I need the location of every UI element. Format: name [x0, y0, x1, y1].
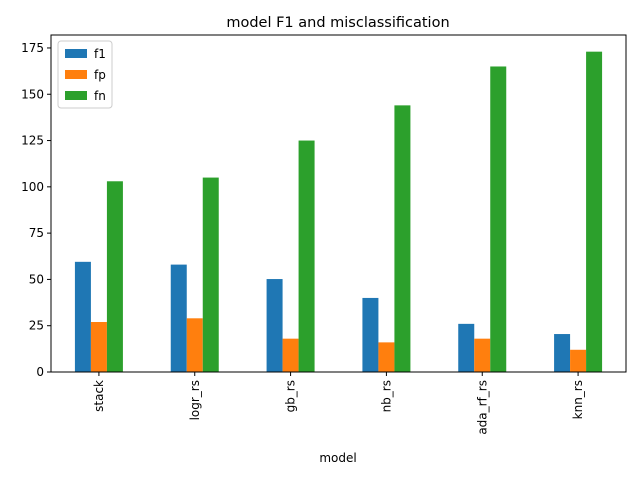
y-tick-label: 150 — [21, 87, 44, 101]
bar-f1 — [266, 279, 283, 372]
x-tick-label: nb_rs — [379, 380, 393, 412]
x-axis-label: model — [319, 451, 356, 465]
y-tick-label: 0 — [36, 365, 44, 379]
bar-fp — [378, 342, 395, 372]
legend: f1 fp fn — [57, 40, 113, 109]
bar-f1 — [458, 323, 475, 372]
axes-frame — [50, 34, 627, 373]
bar-fn — [490, 66, 507, 372]
bar-fn — [106, 181, 123, 372]
bar-fn — [298, 140, 315, 372]
x-tick-label: ada_rf_rs — [475, 380, 489, 435]
y-tick-label: 125 — [21, 134, 44, 148]
bar-f1 — [554, 334, 571, 372]
y-tick-label: 100 — [21, 180, 44, 194]
legend-swatch-fn — [65, 91, 87, 100]
y-tick-label: 75 — [29, 226, 44, 240]
bar-f1 — [170, 264, 187, 372]
x-axis: stack logr_rs gb_rs nb_rs ada_rf_rs knn_rs — [92, 372, 585, 435]
bar-f1 — [362, 297, 379, 372]
bar-fp — [90, 322, 107, 372]
bar-f1 — [74, 261, 91, 372]
plot-area — [74, 51, 603, 373]
y-tick-label: 50 — [29, 272, 44, 286]
legend-label-fn: fn — [94, 89, 106, 103]
bar-fn — [394, 105, 411, 372]
chart-title: model F1 and misclassification — [226, 15, 449, 31]
legend-swatch-f1 — [65, 49, 87, 58]
x-tick-label: stack — [92, 380, 106, 412]
bar-fn — [202, 177, 219, 372]
bar-fp — [282, 338, 299, 372]
bar-fp — [570, 349, 587, 372]
x-tick-label: gb_rs — [284, 380, 298, 412]
legend-label-fp: fp — [94, 68, 106, 82]
bar-fp — [186, 318, 203, 372]
bar-fp — [474, 338, 491, 372]
y-axis: 0 25 50 75 100 125 150 175 — [21, 41, 51, 379]
bar-fn — [586, 51, 603, 373]
y-tick-label: 25 — [29, 319, 44, 333]
x-tick-label: logr_rs — [188, 380, 202, 420]
legend-swatch-fp — [65, 70, 87, 79]
x-tick-label: knn_rs — [571, 380, 585, 419]
y-tick-label: 175 — [21, 41, 44, 55]
legend-label-f1: f1 — [94, 47, 106, 61]
